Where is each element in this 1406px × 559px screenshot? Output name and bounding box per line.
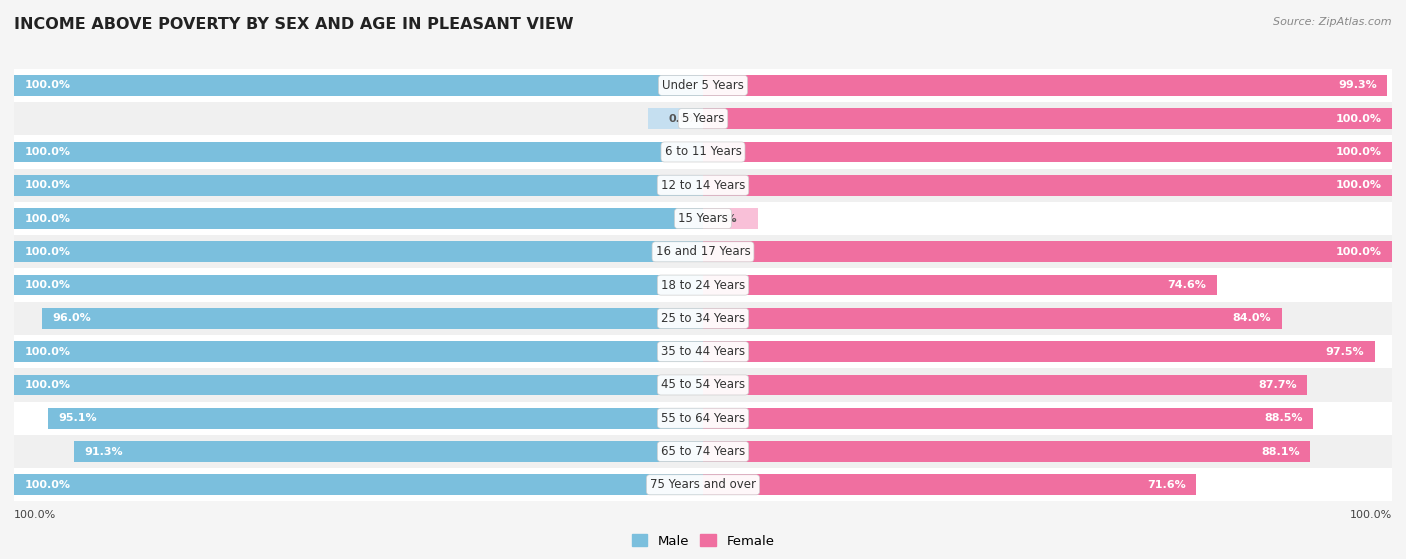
Bar (14, 368, 1392, 401)
Text: 100.0%: 100.0% (14, 510, 56, 520)
Bar (14, 401, 1392, 435)
Bar (14, 475, 703, 495)
Text: 6 to 11 Years: 6 to 11 Years (665, 145, 741, 158)
Bar (48, 408, 703, 429)
Bar (14, 208, 703, 229)
Text: 65 to 74 Years: 65 to 74 Years (661, 445, 745, 458)
Text: 5 Years: 5 Years (682, 112, 724, 125)
Text: 91.3%: 91.3% (84, 447, 122, 457)
Bar (703, 75, 1388, 96)
Bar (14, 302, 1392, 335)
Bar (75, 441, 703, 462)
Text: 75 Years and over: 75 Years and over (650, 479, 756, 491)
Text: 99.3%: 99.3% (1339, 80, 1376, 91)
Bar (14, 135, 1392, 169)
Text: 74.6%: 74.6% (1168, 280, 1206, 290)
Text: 100.0%: 100.0% (24, 380, 70, 390)
Text: 100.0%: 100.0% (24, 214, 70, 224)
Bar (703, 208, 758, 229)
Text: 18 to 24 Years: 18 to 24 Years (661, 278, 745, 292)
Text: 100.0%: 100.0% (24, 347, 70, 357)
Text: 100.0%: 100.0% (1336, 180, 1382, 190)
Text: 96.0%: 96.0% (52, 314, 91, 323)
Bar (14, 235, 1392, 268)
Bar (42, 308, 703, 329)
Text: 25 to 34 Years: 25 to 34 Years (661, 312, 745, 325)
Text: 71.6%: 71.6% (1147, 480, 1185, 490)
Bar (703, 475, 1197, 495)
Legend: Male, Female: Male, Female (626, 529, 780, 553)
Bar (14, 275, 703, 295)
Bar (14, 141, 703, 162)
Bar (14, 202, 1392, 235)
Bar (14, 102, 1392, 135)
Text: Source: ZipAtlas.com: Source: ZipAtlas.com (1274, 17, 1392, 27)
Bar (703, 141, 1392, 162)
Bar (703, 308, 1282, 329)
Bar (703, 408, 1313, 429)
Bar (14, 335, 1392, 368)
Text: INCOME ABOVE POVERTY BY SEX AND AGE IN PLEASANT VIEW: INCOME ABOVE POVERTY BY SEX AND AGE IN P… (14, 17, 574, 32)
Text: 45 to 54 Years: 45 to 54 Years (661, 378, 745, 391)
Bar (703, 275, 1218, 295)
Text: 88.1%: 88.1% (1261, 447, 1299, 457)
Bar (14, 75, 703, 96)
Bar (14, 69, 1392, 102)
Bar (14, 342, 703, 362)
Text: 0.0%: 0.0% (669, 113, 700, 124)
Bar (703, 375, 1308, 395)
Text: 100.0%: 100.0% (24, 247, 70, 257)
Bar (14, 468, 1392, 501)
Text: 100.0%: 100.0% (1336, 147, 1382, 157)
Text: 100.0%: 100.0% (1350, 510, 1392, 520)
Text: 100.0%: 100.0% (24, 280, 70, 290)
Bar (14, 375, 703, 395)
Bar (14, 175, 703, 196)
Bar (14, 241, 703, 262)
Text: 100.0%: 100.0% (24, 147, 70, 157)
Text: 100.0%: 100.0% (1336, 113, 1382, 124)
Bar (648, 108, 703, 129)
Text: 95.1%: 95.1% (58, 413, 97, 423)
Text: 88.5%: 88.5% (1264, 413, 1302, 423)
Text: 15 Years: 15 Years (678, 212, 728, 225)
Text: 0.0%: 0.0% (706, 214, 737, 224)
Text: Under 5 Years: Under 5 Years (662, 79, 744, 92)
Bar (14, 169, 1392, 202)
Bar (703, 342, 1375, 362)
Bar (703, 241, 1392, 262)
Text: 55 to 64 Years: 55 to 64 Years (661, 412, 745, 425)
Bar (703, 175, 1392, 196)
Text: 100.0%: 100.0% (1336, 247, 1382, 257)
Text: 100.0%: 100.0% (24, 480, 70, 490)
Bar (703, 108, 1392, 129)
Text: 12 to 14 Years: 12 to 14 Years (661, 179, 745, 192)
Bar (14, 435, 1392, 468)
Text: 100.0%: 100.0% (24, 180, 70, 190)
Bar (703, 441, 1310, 462)
Text: 16 and 17 Years: 16 and 17 Years (655, 245, 751, 258)
Bar (14, 268, 1392, 302)
Text: 87.7%: 87.7% (1258, 380, 1296, 390)
Text: 97.5%: 97.5% (1326, 347, 1364, 357)
Text: 84.0%: 84.0% (1233, 314, 1271, 323)
Text: 35 to 44 Years: 35 to 44 Years (661, 345, 745, 358)
Text: 100.0%: 100.0% (24, 80, 70, 91)
